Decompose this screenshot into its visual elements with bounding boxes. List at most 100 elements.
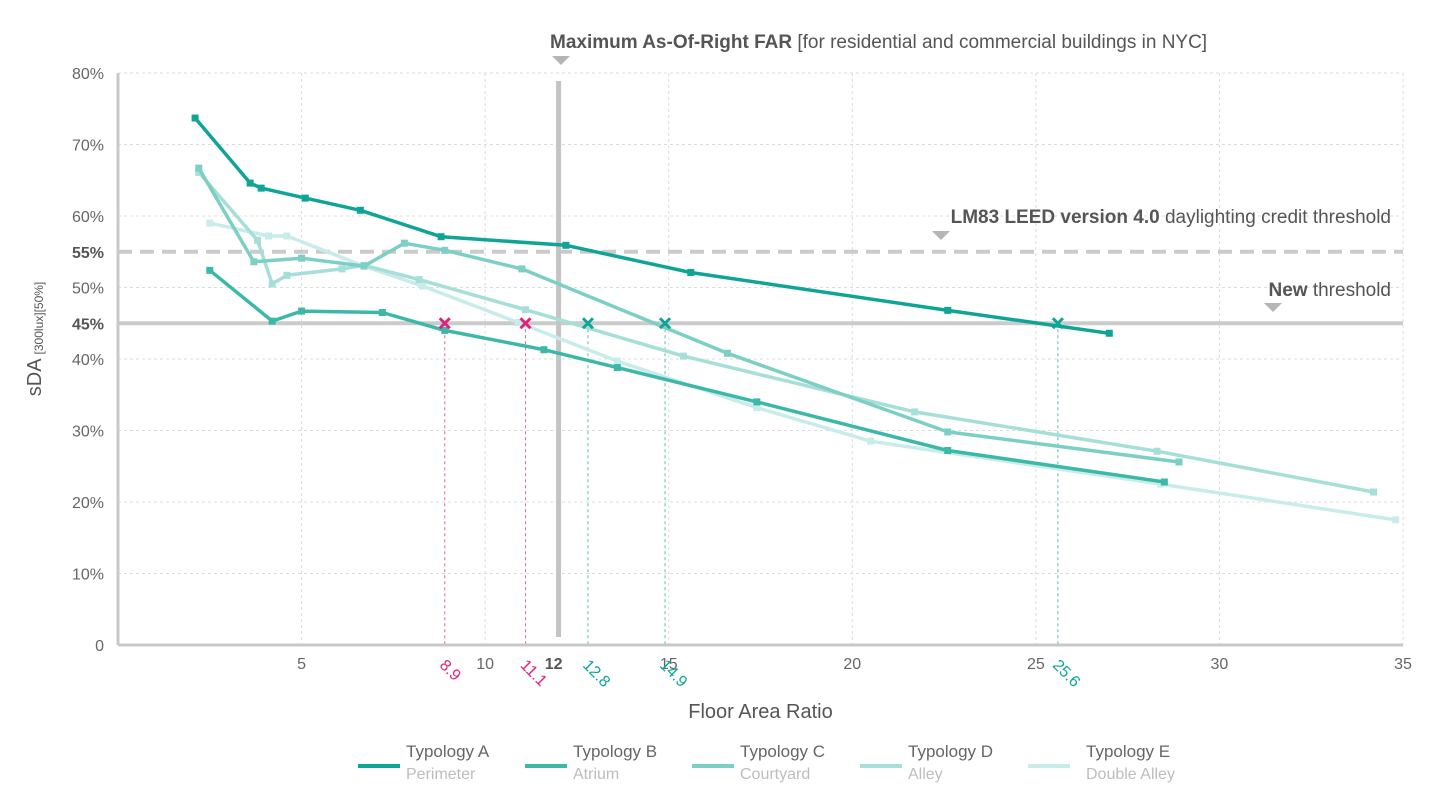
data-point-e bbox=[1392, 516, 1400, 524]
data-point-a bbox=[562, 241, 570, 249]
data-point-b bbox=[613, 364, 621, 372]
series-line-e bbox=[208, 221, 1398, 522]
legend-series-subtitle: Perimeter bbox=[406, 766, 476, 783]
max-far-label: Maximum As-Of-Right FAR [for residential… bbox=[550, 32, 1207, 53]
legend-swatch bbox=[692, 764, 734, 768]
legend-series-name: Typology C bbox=[740, 742, 826, 761]
series-lines bbox=[191, 114, 1400, 524]
chart-labels: 0 10% 20% 30% 40% 45% 50% 55% 60% 70% 80% 5 10 15 20 25… bbox=[24, 32, 1412, 723]
data-point-e bbox=[613, 357, 621, 365]
y-tick-label: 55% bbox=[72, 245, 104, 262]
data-point-a bbox=[301, 194, 309, 202]
data-point-c bbox=[441, 246, 449, 254]
data-point-a bbox=[356, 206, 364, 214]
label-bold: LM83 LEED version 4.0 bbox=[951, 207, 1160, 228]
data-point-c bbox=[400, 239, 408, 247]
y-tick-label: 20% bbox=[72, 495, 104, 512]
data-point-a bbox=[687, 268, 695, 276]
x-tick-label: 30 bbox=[1211, 656, 1229, 673]
y-tick-label: 45% bbox=[72, 316, 104, 333]
intersection-mark bbox=[658, 317, 672, 330]
grid bbox=[118, 72, 1404, 645]
data-point-a bbox=[437, 233, 445, 241]
reference-lines bbox=[118, 81, 1403, 645]
data-point-e bbox=[419, 282, 427, 290]
data-point-e bbox=[206, 219, 214, 227]
intersection-value-label: 8.9 bbox=[436, 657, 464, 685]
leed-threshold-label: LM83 LEED version 4.0 daylighting credit… bbox=[951, 207, 1391, 228]
data-point-d bbox=[254, 236, 262, 244]
x-tick-label-max-far: 12 bbox=[545, 656, 563, 673]
intersection-mark bbox=[1051, 317, 1064, 330]
data-point-e bbox=[1157, 480, 1165, 488]
data-point-a bbox=[257, 184, 265, 192]
legend-series-subtitle: Atrium bbox=[573, 766, 620, 783]
data-point-e bbox=[283, 232, 291, 240]
label-bold: Maximum As-Of-Right FAR bbox=[550, 32, 792, 53]
data-point-c bbox=[1175, 458, 1183, 466]
y-title-sub: [300lux][50%] bbox=[32, 282, 46, 355]
legend-series-subtitle: Alley bbox=[908, 766, 943, 783]
x-tick-label: 20 bbox=[843, 656, 861, 673]
data-point-d bbox=[338, 265, 346, 273]
y-tick-label: 70% bbox=[72, 138, 104, 155]
intersection-value-label: 12.8 bbox=[579, 657, 613, 691]
data-point-d bbox=[679, 352, 687, 360]
data-point-e bbox=[265, 232, 273, 240]
x-tick-label: 15 bbox=[660, 656, 678, 673]
data-point-e bbox=[867, 437, 875, 445]
axes bbox=[116, 73, 1403, 647]
data-point-e bbox=[514, 319, 522, 327]
data-point-b bbox=[753, 398, 761, 406]
new-threshold-label: New threshold bbox=[1268, 280, 1391, 301]
data-point-a bbox=[246, 179, 254, 187]
data-point-d bbox=[1370, 488, 1378, 496]
data-point-b bbox=[1160, 478, 1168, 486]
chart: 0 10% 20% 30% 40% 45% 50% 55% 60% 70% 80% 5 10 15 20 25… bbox=[24, 32, 1412, 723]
mark-stroke bbox=[438, 317, 451, 330]
data-point-d bbox=[911, 408, 919, 416]
mark-stroke bbox=[519, 317, 532, 330]
x-tick-label: 25 bbox=[1027, 656, 1045, 673]
data-point-b bbox=[441, 326, 449, 334]
data-point-d bbox=[268, 280, 276, 288]
label-rest: [for residential and commercial building… bbox=[792, 32, 1207, 53]
data-point-d bbox=[195, 168, 203, 176]
legend-series-name: Typology E bbox=[1086, 742, 1171, 761]
data-point-b bbox=[378, 309, 386, 317]
data-point-d bbox=[522, 306, 530, 314]
intersection-mark bbox=[581, 317, 595, 330]
data-point-c bbox=[360, 262, 368, 270]
legend-swatch bbox=[358, 764, 400, 768]
y-tick-label: 10% bbox=[72, 567, 104, 584]
y-tick-label: 30% bbox=[72, 424, 104, 441]
legend-swatch bbox=[1028, 764, 1070, 768]
y-tick-label: 50% bbox=[72, 281, 104, 298]
data-point-b bbox=[206, 266, 214, 274]
y-axis-title: sDA [300lux][50%] bbox=[24, 282, 46, 397]
data-point-c bbox=[723, 349, 731, 357]
legend-swatch bbox=[525, 764, 567, 768]
data-point-d bbox=[1153, 447, 1161, 455]
y-tick-label: 0 bbox=[95, 638, 104, 655]
series-line-b bbox=[208, 268, 1167, 484]
data-point-b bbox=[944, 447, 952, 455]
y-title-main: sDA bbox=[24, 358, 46, 396]
legend-series-subtitle: Double Alley bbox=[1086, 766, 1175, 783]
data-point-c bbox=[518, 265, 526, 273]
mark-stroke bbox=[658, 317, 672, 330]
mark-stroke bbox=[1051, 317, 1064, 330]
data-point-b bbox=[268, 317, 276, 325]
y-tick-label: 80% bbox=[72, 66, 104, 83]
data-point-c bbox=[195, 164, 203, 172]
label-bold: New bbox=[1268, 280, 1307, 301]
y-tick-label: 60% bbox=[72, 209, 104, 226]
data-point-a bbox=[944, 306, 952, 314]
data-point-e bbox=[753, 404, 761, 412]
legend-series-name: Typology B bbox=[573, 742, 658, 761]
series-line-c bbox=[197, 166, 1181, 464]
data-point-c bbox=[298, 254, 306, 262]
mark-stroke bbox=[581, 317, 595, 330]
series-line-d bbox=[197, 170, 1376, 494]
intersection-mark bbox=[438, 317, 451, 330]
